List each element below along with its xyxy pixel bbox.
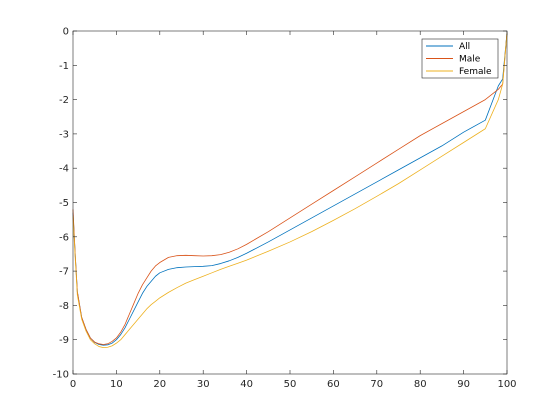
y-tick-label: -8: [59, 301, 69, 312]
x-tick-label: 0: [70, 379, 76, 390]
series-layer: [72, 32, 508, 348]
x-tick-label: 40: [240, 379, 253, 390]
x-tick-label: 80: [414, 379, 427, 390]
y-tick-label: -10: [53, 370, 69, 381]
x-tick-label: 20: [153, 379, 166, 390]
legend: All Male Female: [421, 38, 499, 79]
x-tick-label: 10: [110, 379, 123, 390]
x-tick-label: 70: [370, 379, 383, 390]
axis-layer: 0 10 20 30 40 50 60 70 80 90 100 0 -1 -2 -3 -4 -5 -6 -7 -8 -…: [53, 27, 517, 391]
y-tick-label: -5: [59, 198, 69, 209]
y-tick-label: -7: [59, 267, 69, 278]
legend-label-all: All: [459, 42, 470, 52]
x-tick-label: 50: [284, 379, 297, 390]
legend-label-female: Female: [459, 67, 492, 77]
series-line-all: [72, 32, 508, 346]
y-tick-label: -2: [59, 95, 69, 106]
x-tick-label: 30: [197, 379, 210, 390]
legend-label-male: Male: [459, 55, 481, 65]
series-line-female: [72, 32, 508, 348]
y-tick-label: -9: [59, 335, 69, 346]
series-line-male: [72, 32, 508, 345]
y-tick-label: 0: [63, 27, 69, 38]
y-tick-label: -6: [59, 232, 69, 243]
y-tick-label: -3: [59, 129, 69, 140]
x-tick-label: 60: [327, 379, 340, 390]
y-tick-label: -1: [59, 61, 69, 72]
y-tick-label: -4: [59, 164, 69, 175]
x-tick-label: 90: [457, 379, 470, 390]
x-tick-label: 100: [497, 379, 516, 390]
plot-background: [73, 31, 507, 374]
